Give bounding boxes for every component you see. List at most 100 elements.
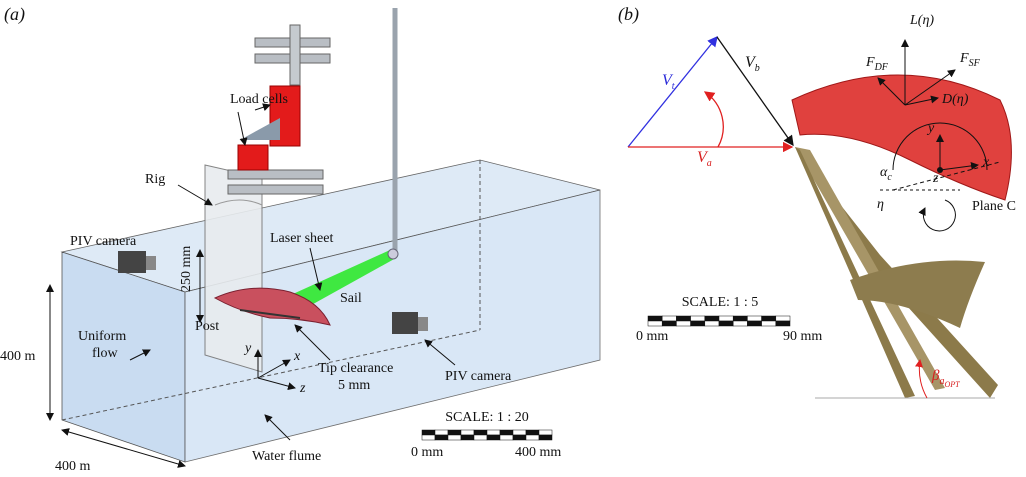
scale-cell (434, 434, 449, 441)
scale-bar (421, 429, 553, 441)
panel-label: (b) (618, 4, 639, 25)
label: PIV camera (70, 234, 137, 249)
scale-cell (473, 429, 488, 436)
leader (254, 103, 271, 112)
leader (237, 111, 248, 146)
scale-cell (538, 434, 553, 441)
scale-cell (460, 429, 475, 436)
label: flow (92, 346, 119, 361)
scale-cell (761, 320, 777, 327)
scale-cell (447, 429, 462, 436)
post (239, 309, 301, 319)
scale-cell (661, 320, 677, 327)
scale-cell (447, 434, 462, 441)
vector-fdf (877, 77, 906, 106)
beta-arc (915, 359, 928, 399)
scale-bar (647, 315, 791, 327)
scale-cell (486, 434, 501, 441)
piv-camera (392, 312, 418, 334)
label: Uniform (78, 329, 126, 344)
scale-title: SCALE: 1 : 5 (682, 295, 759, 310)
scale-cell (718, 315, 734, 322)
vector-drag (904, 95, 939, 106)
scale-cell (732, 320, 748, 327)
axis-x (257, 359, 291, 379)
label: Sail (340, 291, 362, 306)
load-cell-bracket (240, 118, 280, 140)
panel-b: (b) Vt Vb Va L(η) FDF FSF D(η) y x z αc … (618, 4, 1016, 399)
label-sub: SF (969, 58, 981, 69)
scale-cell (747, 320, 762, 327)
scale-cell (732, 315, 748, 322)
scale-end: 90 mm (783, 329, 822, 344)
scale-start: 0 mm (636, 329, 668, 344)
rig-plate (204, 164, 263, 373)
scale-cell (676, 315, 691, 322)
chord (892, 161, 1001, 191)
label-sub: c (887, 172, 892, 183)
sail (213, 287, 331, 326)
scale-cell (460, 434, 475, 441)
scale-cell (690, 315, 706, 322)
load-cell (237, 144, 269, 171)
scale-cell (525, 434, 540, 441)
scale-cell (704, 320, 720, 327)
scale-cell (704, 315, 720, 322)
axis-label: y (926, 121, 935, 136)
scale-cell (434, 429, 449, 436)
leader (424, 339, 456, 366)
label: 250 mm (179, 246, 194, 292)
label-main: V (662, 72, 674, 89)
label: 400 m (0, 349, 36, 364)
leader (294, 324, 331, 361)
scale-cell (473, 434, 488, 441)
axis-label: z (932, 171, 939, 186)
label: Vb (745, 54, 760, 74)
label: Water flume (252, 449, 321, 464)
label: αc (880, 165, 892, 183)
scale-cell (690, 320, 706, 327)
axis-label: x (293, 349, 301, 364)
vector-fsf (904, 69, 956, 106)
scale-cell (775, 320, 791, 327)
scale-cell (538, 429, 553, 436)
angle-arc (703, 91, 724, 148)
axis-label: y (243, 341, 252, 356)
label-sub: a (939, 376, 944, 387)
label-main: V (697, 149, 709, 166)
scale-cell (512, 429, 527, 436)
label-sub: a (707, 158, 712, 169)
scale-cell (647, 315, 663, 322)
scale-cell (499, 434, 514, 441)
scale-cell (676, 320, 691, 327)
leader (129, 349, 151, 361)
laser-head (387, 248, 399, 260)
label: Plane C (972, 199, 1016, 214)
leader (264, 414, 291, 441)
piv-camera (118, 251, 146, 273)
rotation-arrow (918, 199, 956, 232)
label: Laser sheet (270, 231, 333, 246)
scale-end: 400 mm (515, 445, 561, 460)
label: D(η) (941, 92, 969, 107)
label-main: β (931, 368, 940, 384)
frame (289, 24, 301, 86)
leader (309, 247, 323, 291)
panel-label: (a) (4, 4, 25, 25)
piv-camera-lens (418, 317, 428, 331)
label-main: F (959, 51, 969, 66)
label-sub: t (672, 81, 675, 92)
axis-x (939, 161, 979, 171)
vector-vt (627, 35, 718, 148)
label-main: V (745, 54, 757, 71)
origin (937, 167, 943, 173)
label-sub: DF (874, 62, 889, 73)
scale-cell (486, 429, 501, 436)
label: η (877, 197, 884, 212)
vector-vb (716, 36, 794, 147)
scale-cell (512, 434, 527, 441)
dimension-width (61, 428, 186, 468)
sheet (795, 147, 915, 398)
